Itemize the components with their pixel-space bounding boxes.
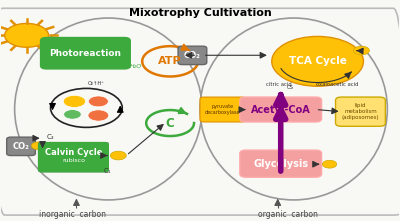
FancyBboxPatch shape: [240, 150, 322, 177]
Text: H₂O: H₂O: [130, 64, 142, 69]
Circle shape: [5, 23, 48, 47]
Text: CS: CS: [287, 85, 294, 90]
FancyBboxPatch shape: [40, 38, 130, 69]
Text: CO₂: CO₂: [12, 142, 30, 151]
Text: C: C: [166, 116, 174, 130]
FancyBboxPatch shape: [240, 97, 322, 122]
Text: C₁: C₁: [104, 168, 111, 174]
FancyBboxPatch shape: [336, 97, 385, 126]
Circle shape: [64, 110, 81, 119]
Text: lipid
metabolism
(adiposomes): lipid metabolism (adiposomes): [342, 103, 379, 120]
FancyBboxPatch shape: [7, 137, 35, 156]
Text: Acetyl-CoA: Acetyl-CoA: [251, 105, 310, 114]
Text: Glycolysis: Glycolysis: [253, 159, 308, 169]
Text: CO₂: CO₂: [184, 51, 201, 60]
Text: organic  carbon: organic carbon: [258, 210, 318, 219]
Circle shape: [110, 151, 126, 160]
Text: pyruvate
decarboxylase: pyruvate decarboxylase: [205, 104, 241, 115]
Circle shape: [354, 46, 370, 55]
Text: rubisco: rubisco: [62, 158, 85, 163]
FancyBboxPatch shape: [38, 143, 108, 172]
Text: inorganic  carbon: inorganic carbon: [39, 210, 106, 219]
Circle shape: [88, 96, 108, 107]
Text: Photoreaction: Photoreaction: [49, 49, 121, 58]
Circle shape: [322, 160, 337, 168]
Text: C₃: C₃: [47, 134, 54, 140]
Text: TCA Cycle: TCA Cycle: [289, 56, 346, 66]
FancyBboxPatch shape: [200, 97, 246, 122]
Text: Calvin Cycle: Calvin Cycle: [45, 148, 102, 157]
Text: ATP: ATP: [158, 56, 182, 66]
Text: Mixotrophy Cultivation: Mixotrophy Cultivation: [129, 8, 271, 18]
FancyBboxPatch shape: [178, 46, 207, 65]
Circle shape: [31, 142, 46, 150]
Text: oxaloacetic acid: oxaloacetic acid: [316, 82, 358, 87]
Circle shape: [272, 36, 364, 86]
Circle shape: [88, 110, 109, 121]
Text: citric acid: citric acid: [266, 82, 292, 87]
Circle shape: [63, 95, 86, 107]
Text: O₂↑H⁺: O₂↑H⁺: [88, 81, 105, 86]
